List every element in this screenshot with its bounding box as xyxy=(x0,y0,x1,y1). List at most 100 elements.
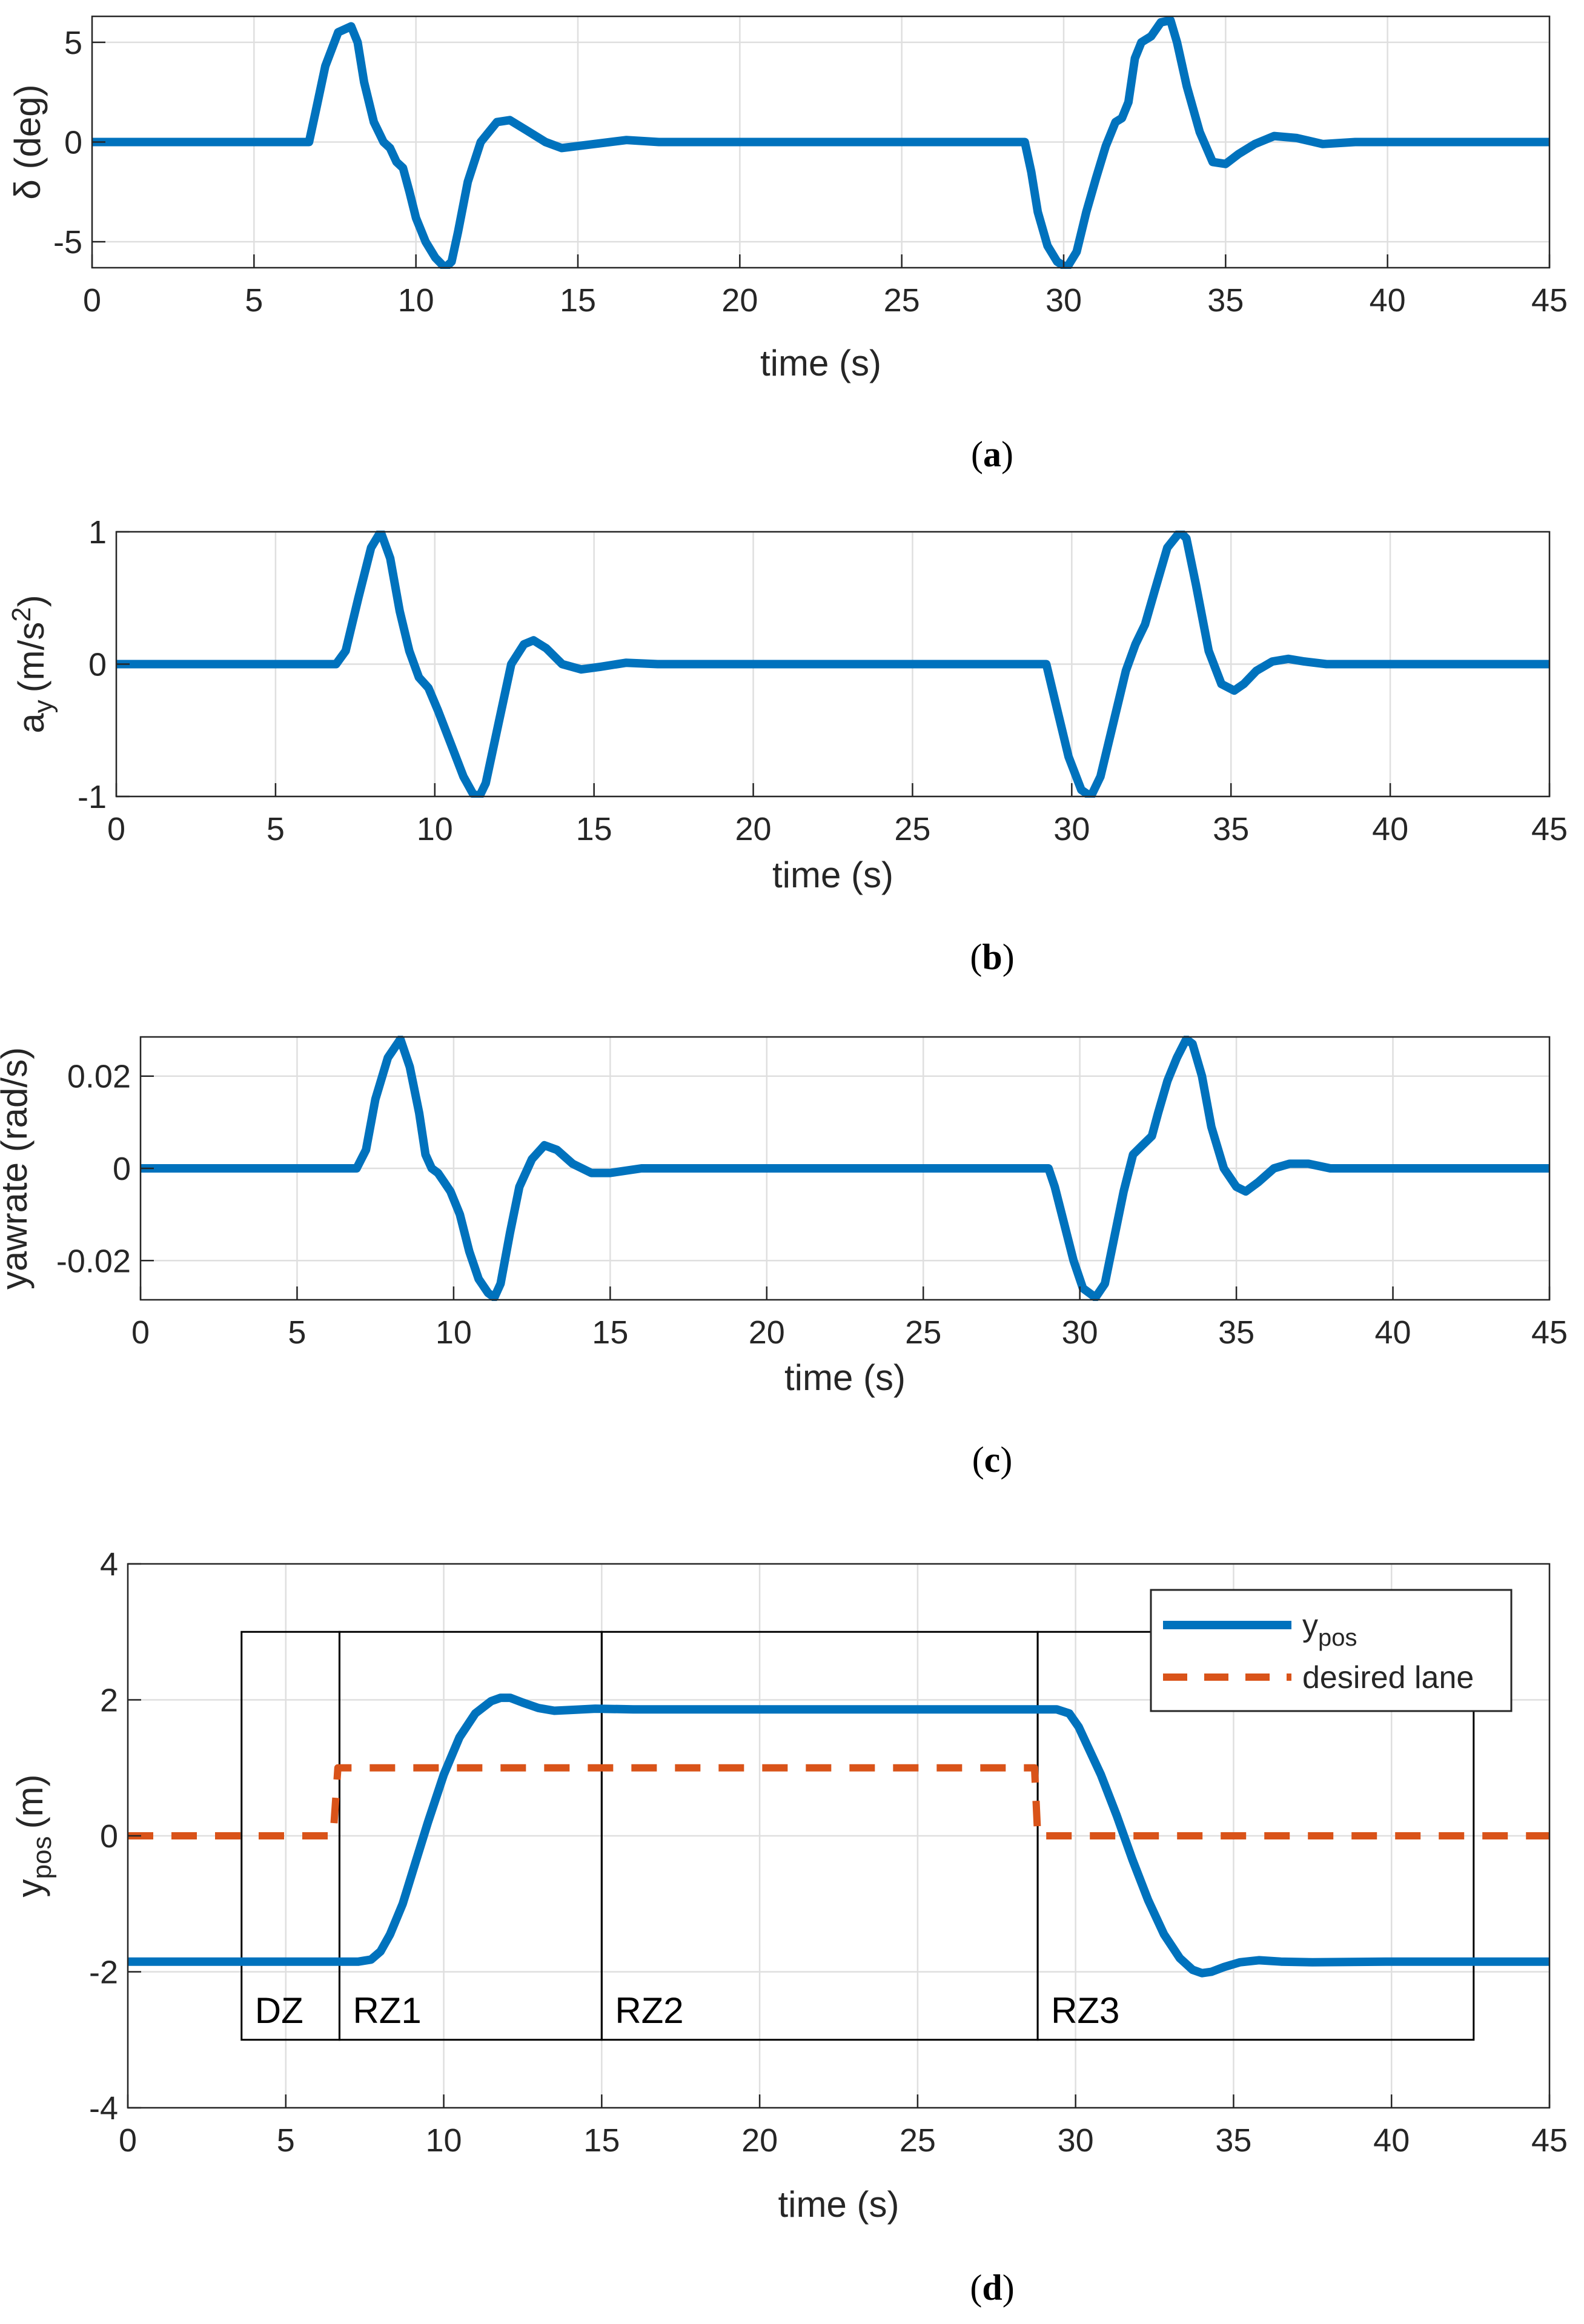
x-tick-label: 15 xyxy=(583,2122,620,2159)
caption-close: ) xyxy=(1002,937,1015,977)
y-axis-label-main: yawrate (rad/s) xyxy=(0,1047,35,1289)
y-tick-label: -5 xyxy=(53,224,82,260)
y-axis-label-sup: 2 xyxy=(7,607,36,621)
x-tick-label: 45 xyxy=(1531,1314,1568,1351)
zone-label-dz: DZ xyxy=(255,1990,303,2031)
y-tick-label: -2 xyxy=(89,1955,118,1991)
y-axis-label-sub: y xyxy=(28,700,58,713)
x-axis-label: time (s) xyxy=(760,343,881,383)
x-axis-label: time (s) xyxy=(772,855,893,895)
x-tick-label: 0 xyxy=(131,1314,150,1351)
x-tick-label: 5 xyxy=(267,811,285,847)
caption-open: ( xyxy=(970,937,982,977)
x-tick-label: 35 xyxy=(1218,1314,1254,1351)
y-tick-label: 4 xyxy=(100,1546,118,1583)
x-tick-label: 30 xyxy=(1046,282,1082,319)
x-axis-label: time (s) xyxy=(778,2184,900,2225)
legend-label-sub: pos xyxy=(1318,1624,1357,1651)
legend-label-1: desired lane xyxy=(1302,1660,1474,1695)
x-tick-label: 40 xyxy=(1375,1314,1411,1351)
y-tick-label: 2 xyxy=(100,1683,118,1719)
legend-box xyxy=(1150,1589,1513,1712)
legend-label-main: desired lane xyxy=(1302,1660,1474,1695)
y-tick-label: 0.02 xyxy=(67,1059,131,1095)
y-axis-label-main: a xyxy=(11,713,51,733)
x-tick-label: 30 xyxy=(1062,1314,1098,1351)
x-tick-label: 25 xyxy=(900,2122,936,2159)
y-axis-label: yawrate (rad/s) xyxy=(0,1047,35,1289)
x-tick-label: 35 xyxy=(1207,282,1244,319)
x-tick-label: 25 xyxy=(894,811,930,847)
y-tick-label: 0 xyxy=(64,125,82,161)
x-tick-label: 40 xyxy=(1370,282,1406,319)
panel-caption: (a) xyxy=(971,434,1013,474)
x-tick-label: 20 xyxy=(721,282,758,319)
y-tick-label: 0 xyxy=(88,647,107,683)
caption-letter: a xyxy=(983,434,1001,474)
x-tick-label: 20 xyxy=(735,811,772,847)
caption-open: ( xyxy=(971,434,983,474)
caption-open: ( xyxy=(970,2268,982,2308)
x-tick-label: 10 xyxy=(436,1314,472,1351)
series-line-steering-angle xyxy=(92,16,1549,269)
x-tick-label: 45 xyxy=(1531,282,1568,319)
x-tick-label: 10 xyxy=(398,282,434,319)
y-axis-label: ypos (m) xyxy=(10,1775,57,1898)
x-tick-label: 30 xyxy=(1058,2122,1094,2159)
caption-letter: d xyxy=(982,2268,1002,2308)
y-axis-label-sub: pos xyxy=(27,1836,57,1879)
y-axis-label-main: y xyxy=(10,1879,50,1897)
x-tick-label: 25 xyxy=(905,1314,941,1351)
x-tick-label: 5 xyxy=(245,282,263,319)
y-axis-label-close: ) xyxy=(11,595,51,607)
panel-d: DZ RZ1 RZ2 RZ3 0 5 10 15 20 25 30 35 40 45 -4 -2 0 2 4 time… xyxy=(10,1546,1568,2308)
y-tick-label: 5 xyxy=(64,25,82,61)
y-axis-label: δ (deg) xyxy=(7,84,48,199)
caption-open: ( xyxy=(972,1440,984,1480)
x-tick-label: 10 xyxy=(417,811,453,847)
x-tick-label: 45 xyxy=(1531,2122,1568,2159)
panel-caption: (c) xyxy=(972,1440,1013,1480)
x-tick-label: 45 xyxy=(1531,811,1568,847)
y-axis-label: ay (m/s2) xyxy=(7,595,58,733)
caption-close: ) xyxy=(1000,1440,1012,1480)
x-tick-label: 30 xyxy=(1053,811,1090,847)
legend-label-main: y xyxy=(1302,1608,1318,1643)
x-axis-label: time (s) xyxy=(784,1357,906,1398)
x-tick-label: 0 xyxy=(83,282,101,319)
y-tick-label: 1 xyxy=(88,514,107,551)
x-tick-label: 20 xyxy=(741,2122,778,2159)
x-tick-label: 5 xyxy=(288,1314,306,1351)
y-tick-label: 0 xyxy=(113,1151,131,1187)
x-tick-label: 35 xyxy=(1215,2122,1251,2159)
caption-letter: c xyxy=(984,1440,1001,1480)
series-line-lateral-acceleration xyxy=(116,531,1549,798)
zone-label-rz2: RZ2 xyxy=(615,1990,683,2031)
x-tick-label: 0 xyxy=(119,2122,137,2159)
x-tick-label: 40 xyxy=(1373,2122,1410,2159)
y-axis-label-unit: (m) xyxy=(10,1775,50,1829)
y-axis-label-unit: (m/s xyxy=(11,622,51,693)
caption-close: ) xyxy=(1002,2268,1015,2308)
y-tick-label: -0.02 xyxy=(56,1243,131,1279)
series-line-desired-lane xyxy=(128,1764,1549,1839)
x-tick-label: 15 xyxy=(560,282,596,319)
y-tick-label: 0 xyxy=(100,1818,118,1855)
legend-label-0: ypos xyxy=(1302,1608,1357,1651)
caption-close: ) xyxy=(1001,434,1013,474)
x-tick-label: 5 xyxy=(277,2122,295,2159)
zone-label-rz1: RZ1 xyxy=(353,1990,421,2031)
panel-caption: (d) xyxy=(970,2268,1014,2308)
x-tick-label: 15 xyxy=(576,811,612,847)
y-tick-label: -1 xyxy=(78,779,107,815)
panel-caption: (b) xyxy=(970,937,1014,977)
zone-label-rz3: RZ3 xyxy=(1051,1990,1119,2031)
x-tick-label: 15 xyxy=(592,1314,628,1351)
x-tick-label: 0 xyxy=(107,811,125,847)
y-tick-label: -4 xyxy=(89,2090,118,2127)
caption-letter: b xyxy=(982,937,1002,977)
